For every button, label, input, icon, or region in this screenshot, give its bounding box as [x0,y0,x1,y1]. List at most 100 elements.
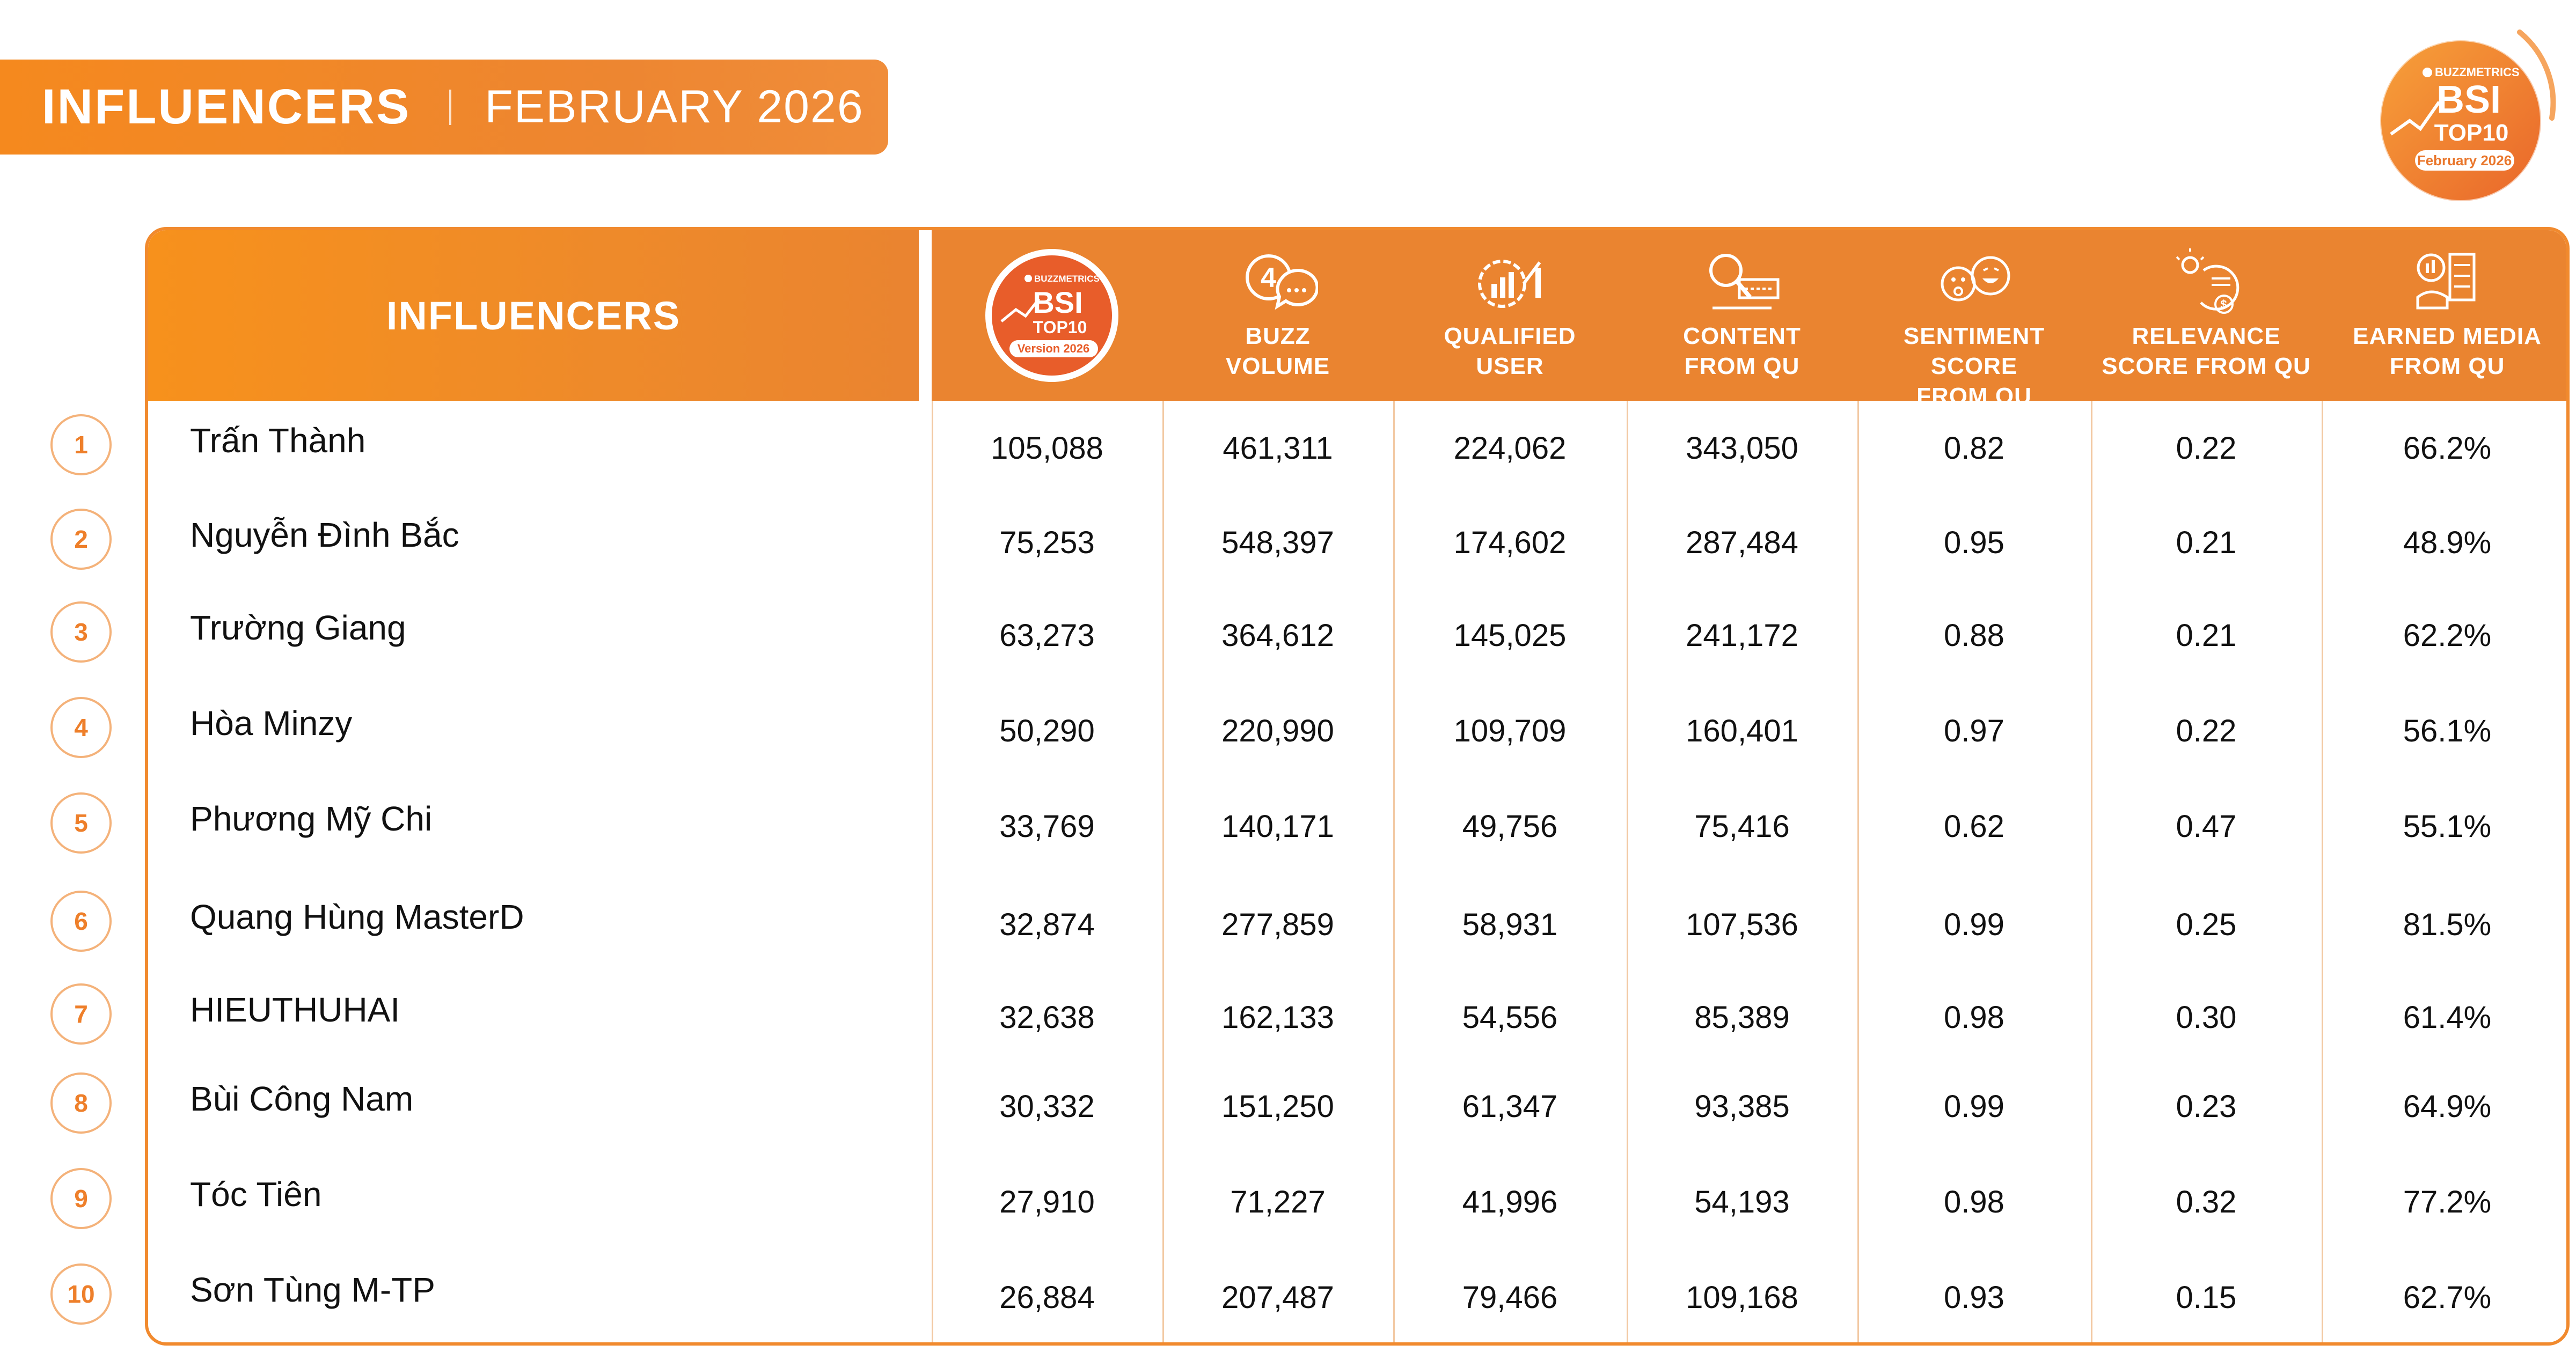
influencer-name: Quang Hùng MasterD [190,898,524,936]
value-cell: 151,250 [1221,1089,1334,1124]
svg-text:BSI: BSI [2436,78,2501,121]
value-cell: 48.9% [2403,525,2492,560]
value-cell: 0.97 [1944,713,2004,748]
banner-period: FEBRUARY 2026 [485,81,864,133]
rank-badge: 10 [50,1263,112,1325]
header-line: QUALIFIED [1444,323,1576,349]
value-cell: 0.32 [2176,1184,2237,1219]
value-cell: 174,602 [1453,525,1567,560]
table-row: Nguyễn Đình Bắc 75,253 548,397 174,602 287,4… [148,495,2566,590]
value-cell: 49,756 [1462,809,1558,844]
rank-badge: 6 [50,891,112,952]
table-row: Hòa Minzy 50,290 220,990 109,709 160,401 0.97… [148,684,2566,778]
value-cell: 71,227 [1230,1184,1326,1219]
value-cell: 75,416 [1694,809,1790,844]
influencer-name: Trường Giang [190,608,406,647]
value-cell: 77.2% [2403,1184,2492,1219]
header-buzz: 4 BUZZ VOLUME [1162,230,1393,401]
value-cell: 224,062 [1453,430,1567,466]
value-cell: 62.2% [2403,618,2492,653]
value-cell: 0.95 [1944,525,2004,560]
influencer-name: Sơn Tùng M-TP [190,1270,435,1309]
rank-badge: 7 [50,983,112,1045]
header-line: BUZZ [1245,323,1311,349]
value-cell: 0.22 [2176,430,2237,466]
value-cell: 207,487 [1221,1280,1334,1315]
rank-badge: 8 [50,1072,112,1134]
value-cell: 0.88 [1944,618,2004,653]
influencer-name: Trấn Thành [190,421,366,460]
header-line: FROM QU [2389,353,2505,379]
value-cell: 0.93 [1944,1280,2004,1315]
rank-badge: 5 [50,792,112,854]
value-cell: 56.1% [2403,713,2492,748]
value-cell: 30,332 [999,1089,1095,1124]
value-cell: 58,931 [1462,907,1558,942]
header-qualified: QUALIFIED USER [1393,230,1627,401]
value-cell: 54,193 [1694,1184,1790,1219]
influencer-name: Tóc Tiên [190,1175,322,1214]
influencer-name: Nguyễn Đình Bắc [190,516,459,554]
value-cell: 0.62 [1944,809,2004,844]
value-cell: 0.21 [2176,525,2237,560]
value-cell: 27,910 [999,1184,1095,1219]
title-banner: INFLUENCERS FEBRUARY 2026 [0,60,888,155]
value-cell: 109,168 [1686,1280,1798,1315]
svg-text:TOP10: TOP10 [1033,318,1087,337]
rank-badge: 2 [50,509,112,570]
value-cell: 162,133 [1221,1000,1334,1035]
banner-divider [449,89,452,125]
table-row: HIEUTHUHAI 32,638 162,133 54,556 85,389 0.98 0… [148,970,2566,1064]
value-cell: 277,859 [1221,907,1334,942]
value-cell: 287,484 [1686,525,1798,560]
value-cell: 0.21 [2176,618,2237,653]
value-cell: 0.47 [2176,809,2237,844]
value-cell: 0.98 [1944,1000,2004,1035]
svg-text:BSI: BSI [1033,285,1082,319]
header-influencers: INFLUENCERS [148,230,919,401]
value-cell: 0.99 [1944,1089,2004,1124]
svg-text:TOP10: TOP10 [2434,120,2509,146]
value-cell: 85,389 [1694,1000,1790,1035]
header-earned-media: EARNED MEDIA FROM QU [2322,230,2566,401]
table-row: Trấn Thành 105,088 461,311 224,062 343,050 0.… [148,401,2566,495]
svg-text:BUZZMETRICS: BUZZMETRICS [1034,274,1100,284]
value-cell: 55.1% [2403,809,2492,844]
value-cell: 32,638 [999,1000,1095,1035]
rank-badge: 9 [50,1168,112,1229]
value-cell: 75,253 [999,525,1095,560]
svg-text:BUZZMETRICS: BUZZMETRICS [2435,65,2520,79]
rank-badge: 3 [50,601,112,663]
value-cell: 93,385 [1694,1089,1790,1124]
value-cell: 0.25 [2176,907,2237,942]
value-cell: 109,709 [1453,713,1567,748]
header-sentiment-score: SENTIMENT SCORE FROM QU [1857,230,2091,409]
bsi-version-logo: BUZZMETRICS BSI TOP10 Version 2026 [983,246,1121,385]
value-cell: 0.30 [2176,1000,2237,1035]
header-relevance: $ RELEVANCE SCORE FROM QU [2091,230,2322,401]
value-cell: 63,273 [999,618,1095,653]
value-cell: 220,990 [1221,713,1334,748]
influencer-table: INFLUENCERS BUZZMETRICS BSI TOP10 Versio… [145,227,2570,1346]
value-cell: 140,171 [1221,809,1334,844]
influencer-name: Phương Mỹ Chi [190,799,433,838]
rank-badge: 1 [50,414,112,475]
value-cell: 160,401 [1686,713,1798,748]
svg-text:4: 4 [1261,262,1277,293]
value-cell: 61,347 [1462,1089,1558,1124]
banner-title: INFLUENCERS [42,79,411,134]
header-line: SENTIMENT SCORE [1903,323,2045,379]
value-cell: 26,884 [999,1280,1095,1315]
value-cell: 66.2% [2403,430,2492,466]
svg-text:Version 2026: Version 2026 [1018,342,1090,355]
table-row: Bùi Công Nam 30,332 151,250 61,347 93,385 0.9… [148,1059,2566,1153]
value-cell: 50,290 [999,713,1095,748]
value-cell: 105,088 [991,430,1103,466]
table-row: Phương Mỹ Chi 33,769 140,171 49,756 75,416 0.… [148,779,2566,873]
value-cell: 62.7% [2403,1280,2492,1315]
header-line: EARNED MEDIA [2353,323,2542,349]
value-cell: 64.9% [2403,1089,2492,1124]
value-cell: 145,025 [1453,618,1567,653]
header-line: FROM QU [1916,383,2032,409]
header-line: SCORE FROM QU [2102,353,2311,379]
